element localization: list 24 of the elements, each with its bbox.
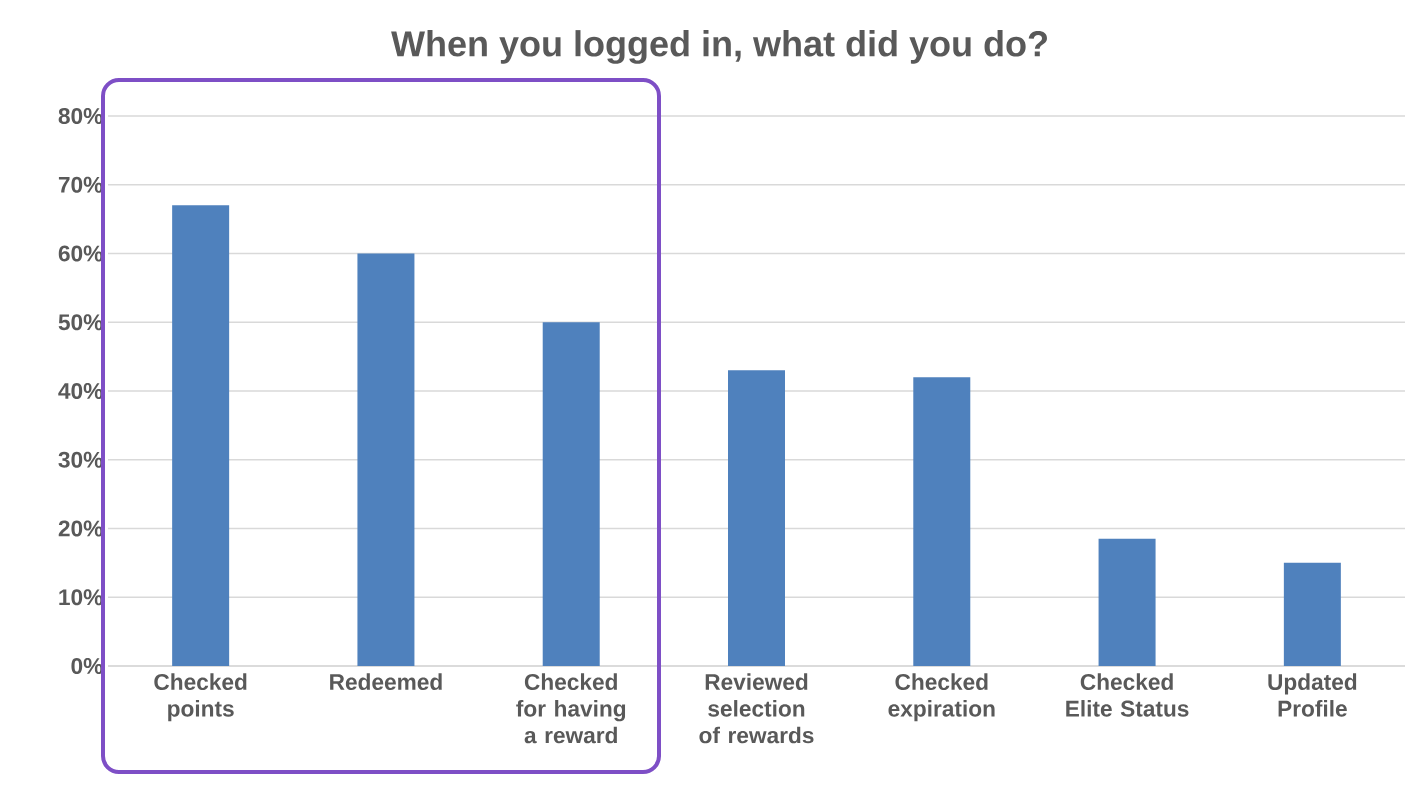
y-tick-label: 40% [58, 382, 103, 400]
y-tick-label: 20% [58, 520, 103, 537]
y-tick-label: 10% [59, 589, 103, 606]
x-tick-label: Checked Elite Status [1066, 673, 1189, 717]
x-tick-label: Checked for having a reward [516, 673, 626, 744]
y-tick-label: 70% [58, 176, 103, 193]
bar [913, 377, 971, 666]
y-tick-label: 80% [58, 107, 103, 125]
x-tick-label: Redeemed [330, 673, 442, 691]
bar [172, 205, 230, 666]
bar [357, 253, 415, 666]
y-tick-label: 0% [71, 657, 103, 675]
bar [542, 322, 600, 666]
bar [728, 370, 785, 666]
x-tick-label: Reviewed selection of rewards [699, 673, 814, 744]
x-tick-label: Checked points [154, 673, 247, 722]
x-tick-label: Checked expiration [888, 673, 995, 722]
bar [1283, 562, 1341, 666]
bar [1098, 538, 1156, 666]
chart-title: When you logged in, what did you do? [391, 30, 1047, 64]
y-tick-label: 60% [58, 245, 103, 262]
y-tick-label: 30% [58, 451, 103, 468]
y-tick-label: 50% [58, 314, 103, 331]
x-tick-label: Updated Profile [1268, 673, 1357, 717]
